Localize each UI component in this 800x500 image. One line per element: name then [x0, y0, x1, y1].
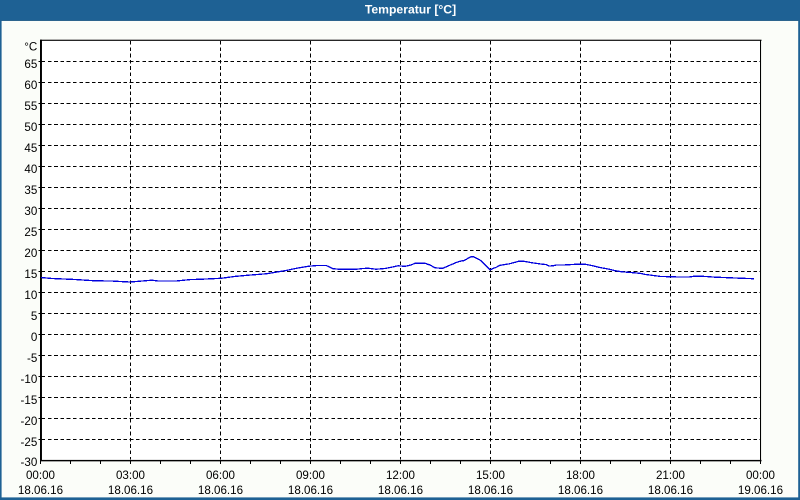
svg-text:10: 10 — [24, 289, 37, 302]
svg-text:00:00: 00:00 — [26, 469, 55, 482]
svg-text:12:00: 12:00 — [386, 469, 415, 482]
svg-text:55: 55 — [24, 100, 37, 113]
svg-text:-5: -5 — [27, 352, 37, 365]
svg-text:18.06.16: 18.06.16 — [378, 484, 423, 497]
svg-text:40: 40 — [24, 163, 37, 176]
svg-text:18.06.16: 18.06.16 — [18, 484, 63, 497]
svg-text:15: 15 — [24, 268, 37, 281]
svg-text:21:00: 21:00 — [656, 469, 685, 482]
svg-text:65: 65 — [24, 58, 37, 71]
svg-text:5: 5 — [31, 310, 37, 323]
svg-text:09:00: 09:00 — [296, 469, 325, 482]
svg-text:-20: -20 — [21, 415, 38, 428]
svg-text:-25: -25 — [21, 436, 38, 449]
svg-text:-10: -10 — [21, 373, 38, 386]
svg-text:18.06.16: 18.06.16 — [198, 484, 243, 497]
svg-text:18.06.16: 18.06.16 — [468, 484, 513, 497]
svg-text:15:00: 15:00 — [476, 469, 505, 482]
svg-text:50: 50 — [24, 121, 37, 134]
svg-text:00:00: 00:00 — [746, 469, 775, 482]
svg-text:0: 0 — [31, 331, 37, 344]
svg-text:18.06.16: 18.06.16 — [108, 484, 153, 497]
svg-text:18.06.16: 18.06.16 — [288, 484, 333, 497]
svg-text:25: 25 — [24, 226, 37, 239]
svg-text:Temperatur [°C]: Temperatur [°C] — [365, 3, 456, 17]
svg-text:°C: °C — [24, 40, 37, 53]
svg-text:45: 45 — [24, 142, 37, 155]
svg-text:35: 35 — [24, 184, 37, 197]
svg-text:03:00: 03:00 — [116, 469, 145, 482]
svg-text:-15: -15 — [21, 394, 38, 407]
svg-text:18:00: 18:00 — [566, 469, 595, 482]
svg-text:19.06.16: 19.06.16 — [738, 484, 783, 497]
svg-text:06:00: 06:00 — [206, 469, 235, 482]
svg-text:-30: -30 — [21, 456, 38, 469]
svg-text:60: 60 — [24, 79, 37, 92]
svg-text:18.06.16: 18.06.16 — [558, 484, 603, 497]
svg-text:20: 20 — [24, 247, 37, 260]
svg-text:18.06.16: 18.06.16 — [648, 484, 693, 497]
svg-text:30: 30 — [24, 205, 37, 218]
